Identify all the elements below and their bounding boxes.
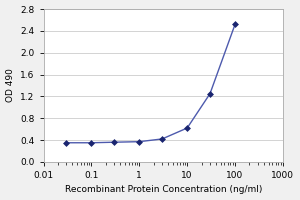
Y-axis label: OD 490: OD 490 [6,69,15,102]
X-axis label: Recombinant Protein Concentration (ng/ml): Recombinant Protein Concentration (ng/ml… [64,185,262,194]
